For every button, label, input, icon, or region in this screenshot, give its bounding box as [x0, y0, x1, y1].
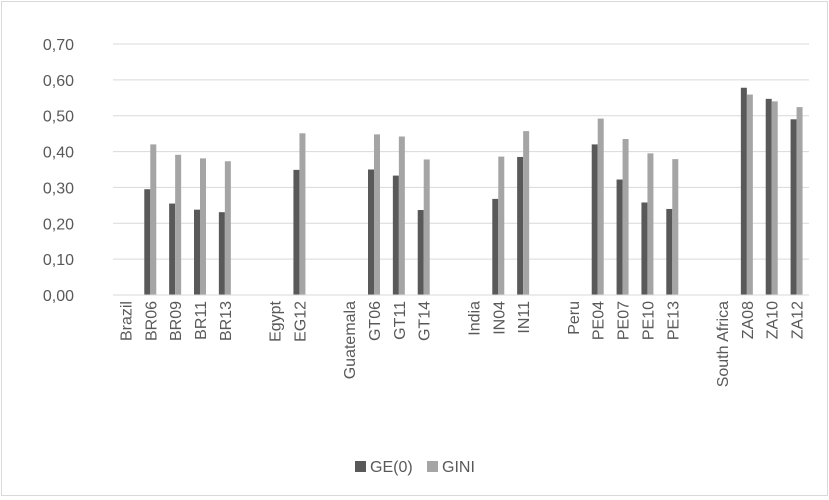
x-tick-label: BR13: [218, 301, 235, 341]
gridlines: [113, 43, 809, 260]
y-tick-label: 0,40: [43, 145, 74, 162]
bars: [144, 87, 803, 296]
x-tick-label: IN11: [516, 301, 533, 334]
x-tick-label: PE07: [616, 301, 633, 340]
bar-gini-br09: [175, 154, 182, 295]
bar-gini-za08: [746, 94, 753, 296]
x-tick-label: Guatemala: [342, 301, 359, 379]
y-tick-label: 0,30: [43, 180, 74, 197]
legend-label: GE(0): [370, 459, 413, 476]
y-tick-label: 0,20: [43, 216, 74, 233]
x-tick-label: Brazil: [118, 301, 135, 341]
bar-gini-in04: [498, 156, 505, 295]
x-tick-label: India: [466, 301, 483, 336]
bar-ge0-eg12: [293, 169, 300, 295]
x-tick-label: PE13: [665, 301, 682, 340]
x-tick-label: GT14: [417, 301, 434, 341]
bar-gini-pe07: [622, 139, 629, 295]
x-axis-ticks: Brazil BR06 BR09 BR11 BR13 Egypt EG12 Guatemala…: [118, 300, 806, 387]
x-tick-label: GT11: [392, 301, 409, 340]
bar-ge0-gt14: [417, 210, 424, 295]
x-tick-label: ZA08: [740, 301, 757, 339]
bar-gini-in11: [523, 131, 530, 295]
bar-gini-za10: [771, 101, 778, 295]
bar-ge0-pe10: [641, 202, 648, 295]
x-tick-label: PE10: [640, 301, 657, 340]
y-tick-label: 0,00: [43, 288, 74, 305]
bar-ge0-br11: [194, 209, 200, 295]
bar-gini-pe04: [597, 118, 604, 295]
y-tick-label: 0,50: [43, 109, 74, 126]
bar-ge0-br06: [144, 189, 151, 295]
x-tick-label: PE04: [591, 301, 608, 340]
x-tick-label: BR09: [168, 301, 185, 341]
bar-ge0-in04: [492, 198, 499, 295]
bar-gini-gt11: [398, 136, 405, 295]
bar-gini-br06: [150, 144, 157, 295]
bar-ge0-pe13: [666, 208, 673, 295]
bar-ge0-br09: [169, 203, 176, 295]
bar-ge0-pe07: [616, 179, 623, 295]
bar-gini-br11: [200, 158, 206, 295]
legend-label: GINI: [442, 459, 475, 476]
bar-ge0-br13: [218, 212, 225, 295]
bar-ge0-gt06: [368, 169, 374, 295]
x-tick-label: Peru: [566, 301, 583, 335]
bar-gini-br13: [224, 161, 231, 295]
y-tick-label: 0,60: [43, 73, 74, 90]
x-tick-label: BR11: [193, 301, 210, 340]
x-tick-label: GT06: [367, 301, 384, 341]
bar-ge0-za08: [740, 87, 747, 295]
x-tick-label: South Africa: [715, 301, 732, 387]
bar-gini-gt06: [374, 134, 380, 295]
y-tick-label: 0,70: [43, 37, 74, 54]
bar-gini-gt14: [423, 159, 430, 295]
y-tick-label: 0,10: [43, 252, 74, 269]
x-tick-label: BR06: [143, 301, 160, 341]
legend: GE(0) GINI: [355, 459, 475, 476]
x-tick-label: Egypt: [268, 300, 285, 341]
x-tick-label: ZA10: [765, 301, 782, 339]
x-tick-label: IN04: [491, 301, 508, 335]
bar-ge0-za10: [765, 98, 772, 296]
x-tick-label: EG12: [292, 301, 309, 342]
legend-swatch-gini: [427, 461, 438, 472]
bar-gini-za12: [796, 107, 803, 295]
bar-gini-eg12: [299, 133, 306, 295]
bar-ge0-za12: [790, 119, 797, 295]
x-tick-label: ZA12: [790, 301, 807, 339]
bar-gini-pe10: [647, 153, 654, 295]
bar-ge0-gt11: [392, 175, 399, 295]
bar-ge0-in11: [517, 156, 524, 295]
bar-ge0-pe04: [591, 144, 598, 295]
y-axis-ticks: 0,00 0,10 0,20 0,30 0,40 0,50 0,60 0,70: [43, 37, 74, 305]
legend-swatch-ge0: [355, 461, 366, 472]
bar-gini-pe13: [672, 159, 679, 295]
